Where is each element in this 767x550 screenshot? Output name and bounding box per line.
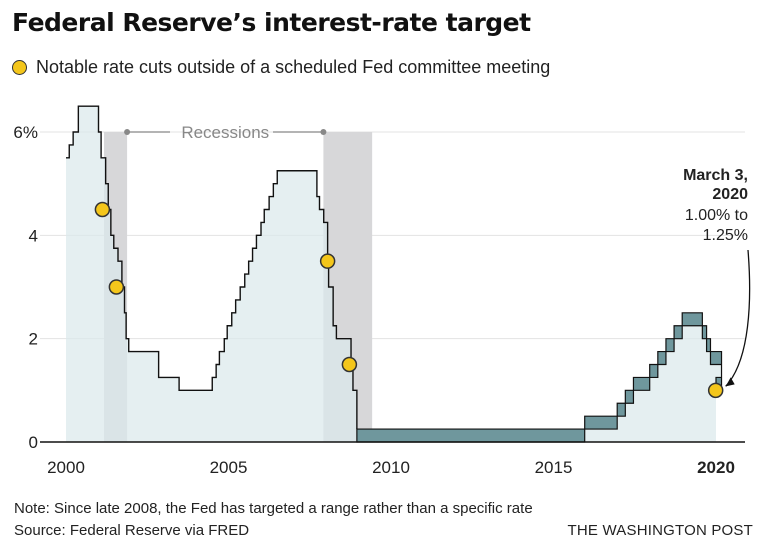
annotation-date: March 3, [683, 167, 748, 184]
annotation-date: 2020 [712, 186, 748, 203]
chart-source: Source: Federal Reserve via FRED [14, 522, 250, 539]
annotation-arrowhead [725, 377, 735, 387]
x-tick-label: 2015 [535, 458, 573, 477]
notable-cut-dot [341, 356, 358, 373]
chart-note: Note: Since late 2008, the Fed has targe… [14, 500, 533, 517]
annotation-detail: 1.00% to [685, 207, 748, 224]
x-tick-label: 2010 [372, 458, 410, 477]
recession-marker [124, 129, 131, 135]
recession-marker [320, 129, 327, 135]
y-tick-label: 6% [13, 123, 38, 142]
notable-cut-dot [94, 201, 111, 218]
notable-cut-dot [707, 382, 724, 399]
chart-title: Federal Reserve’s interest-rate target [12, 8, 531, 37]
legend-dot-icon [12, 60, 27, 75]
annotation-detail: 1.25% [703, 227, 748, 244]
notable-cut-dot [319, 253, 336, 269]
x-tick-label: 2005 [210, 458, 248, 477]
x-tick-label: 2020 [697, 458, 735, 477]
y-tick-label: 0 [29, 433, 38, 452]
annotation-arrow [725, 249, 751, 387]
publisher-credit: THE WASHINGTON POST [567, 522, 753, 539]
notable-cut-dot [108, 279, 125, 295]
y-tick-label: 2 [29, 330, 38, 349]
x-tick-label: 2000 [47, 458, 85, 477]
legend: Notable rate cuts outside of a scheduled… [12, 57, 550, 78]
rate-area [66, 106, 722, 443]
recession-label: Recessions [181, 123, 269, 142]
y-tick-label: 4 [29, 226, 38, 245]
legend-label: Notable rate cuts outside of a scheduled… [36, 57, 551, 77]
